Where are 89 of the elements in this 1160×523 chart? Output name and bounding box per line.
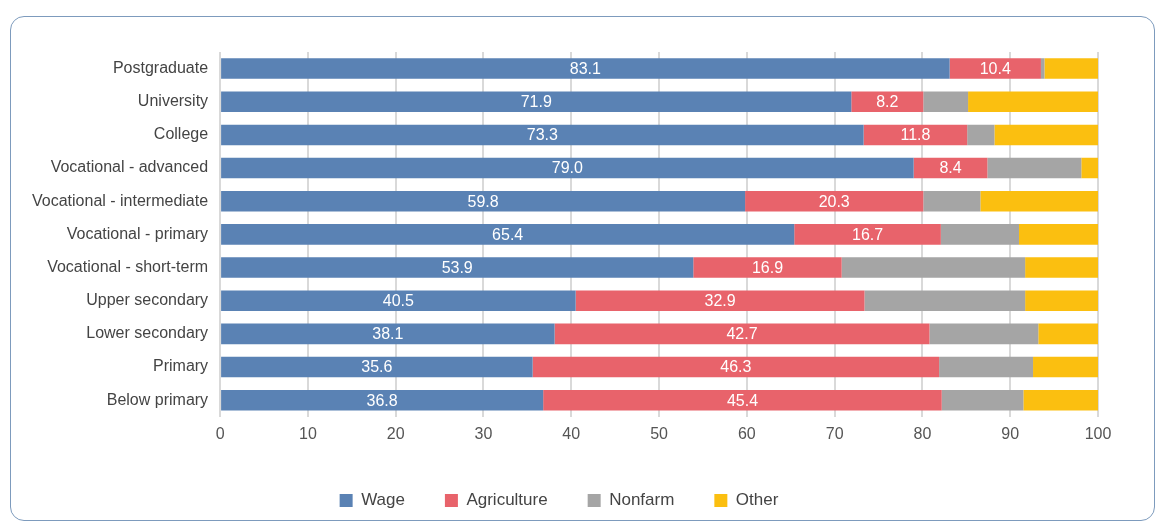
data-label: 8.4 (939, 159, 962, 177)
data-label: 53.9 (441, 258, 473, 276)
y-tick-label: Lower secondary (86, 324, 209, 342)
bar (1044, 58, 1098, 79)
data-label: 73.3 (526, 126, 559, 144)
legend-label: Wage (361, 490, 405, 510)
data-label: 11.8 (900, 126, 931, 144)
data-label: 65.4 (492, 225, 524, 243)
bar (1023, 389, 1098, 411)
bar (221, 356, 533, 378)
x-tick-label: 70 (825, 424, 844, 442)
data-label: 79.0 (551, 159, 584, 177)
data-label: 40.5 (382, 292, 415, 310)
legend-label: Other (735, 490, 779, 510)
bar (923, 190, 981, 212)
data-label: 20.3 (818, 192, 850, 210)
bar (221, 190, 746, 212)
x-tick-label: 50 (650, 424, 669, 442)
data-label: 46.3 (720, 358, 752, 376)
legend-label: Agriculture (466, 490, 548, 510)
data-label: 59.8 (467, 192, 499, 210)
bar (745, 190, 924, 212)
bar (980, 190, 1098, 212)
y-tick-label: Vocational - primary (66, 224, 209, 242)
bar (949, 58, 1041, 79)
data-label: 35.6 (361, 358, 393, 376)
bar (532, 356, 940, 378)
data-label: 71.9 (520, 93, 552, 111)
x-tick-label: 40 (562, 424, 581, 442)
bar (1018, 224, 1098, 245)
bar (1081, 157, 1098, 179)
bar (575, 290, 865, 312)
bar (554, 323, 930, 345)
y-tick-label: Postgraduate (112, 58, 209, 76)
x-tick-label: 60 (737, 424, 756, 442)
bar (221, 224, 795, 245)
bar (1025, 290, 1098, 312)
y-tick-label: Upper secondary (86, 291, 209, 309)
bar (221, 91, 852, 113)
x-tick-label: 90 (1001, 424, 1020, 442)
bar (968, 91, 1098, 113)
data-label: 45.4 (726, 391, 759, 409)
bar (940, 224, 1019, 245)
x-tick-label: 10 (298, 424, 317, 442)
bar (1038, 323, 1098, 345)
data-label: 16.9 (751, 258, 784, 276)
x-tick-label: 20 (386, 424, 405, 442)
bar (221, 257, 694, 278)
bar (1033, 356, 1098, 378)
data-label: 38.1 (372, 325, 404, 343)
bar (929, 323, 1039, 345)
bar (221, 290, 576, 312)
data-label: 16.7 (851, 225, 884, 243)
bar (939, 356, 1034, 378)
x-tick-label: 30 (474, 424, 493, 442)
y-tick-label: Vocational - short-term (47, 257, 209, 275)
bar (543, 389, 942, 411)
bar (794, 224, 941, 245)
bar (693, 257, 842, 278)
y-tick-label: Primary (152, 357, 209, 375)
data-label: 83.1 (569, 59, 602, 77)
bar (987, 157, 1082, 179)
bar (851, 91, 924, 113)
y-tick-label: College (153, 125, 209, 143)
y-tick-label: Vocational - advanced (50, 158, 209, 176)
bar (864, 290, 1026, 312)
bar (941, 389, 1024, 411)
bar (221, 124, 864, 146)
bar (841, 257, 1026, 278)
legend-label: Nonfarm (609, 490, 675, 510)
y-tick-label: University (137, 92, 209, 110)
data-label: 10.4 (979, 59, 1011, 77)
y-tick-label: Below primary (106, 390, 209, 408)
bar (221, 389, 544, 411)
data-label: 42.7 (726, 325, 758, 343)
bar (923, 91, 969, 113)
bar (1025, 257, 1098, 278)
bar (994, 124, 1098, 146)
data-label: 36.8 (366, 391, 398, 409)
data-label: 8.2 (876, 93, 899, 111)
y-tick-label: Vocational - intermediate (31, 191, 209, 209)
x-tick-label: 100 (1084, 424, 1112, 442)
bar (967, 124, 995, 146)
bar (221, 323, 555, 345)
x-tick-label: 0 (215, 424, 225, 442)
x-tick-label: 80 (913, 424, 932, 442)
data-label: 32.9 (704, 292, 736, 310)
bar (221, 58, 950, 79)
bar (221, 157, 914, 179)
